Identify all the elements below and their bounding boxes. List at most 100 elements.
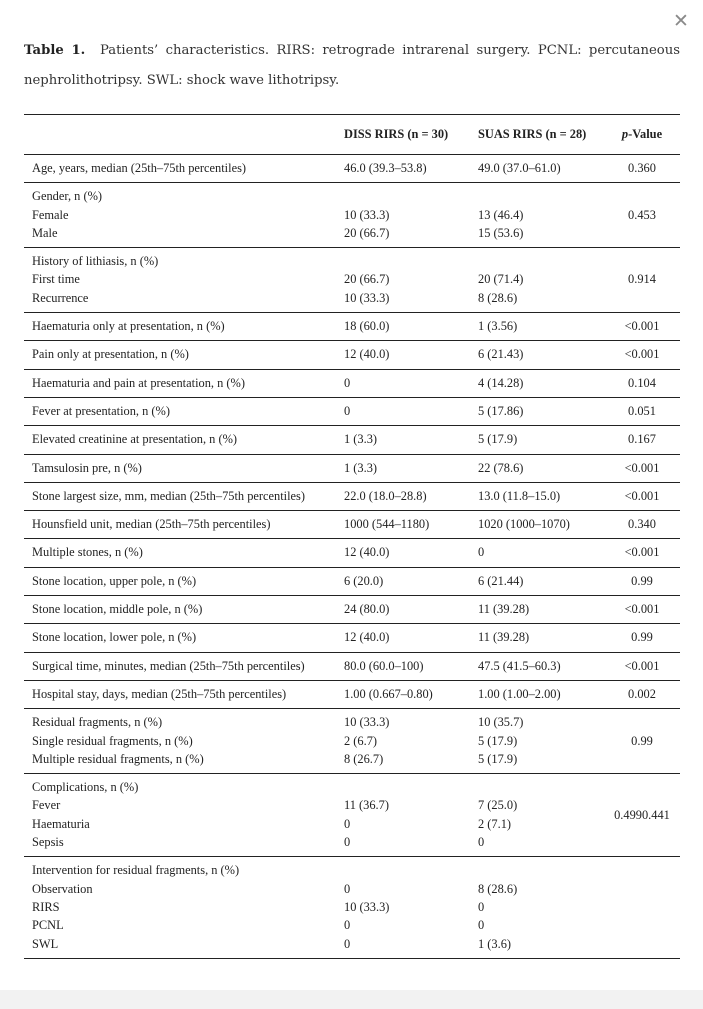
diss-rirs-cell-line: 0 bbox=[344, 375, 351, 390]
row-label: Stone location, upper pole, n (%) bbox=[24, 567, 336, 595]
row-label-line: Haematuria only at presentation, n (%) bbox=[32, 319, 225, 334]
p-value-cell: 0.99 bbox=[631, 630, 653, 645]
p-value-cell: <0.001 bbox=[624, 347, 660, 362]
row-label-line: Age, years, median (25th–75th percentile… bbox=[32, 161, 247, 175]
suas-rirs-cell: 5 (17.86) bbox=[470, 397, 604, 425]
row-label-line: Male bbox=[32, 225, 58, 240]
suas-rirs-cell: 1 (3.56) bbox=[470, 313, 604, 341]
diss-rirs-cell-line: 10 (33.3) bbox=[344, 207, 390, 222]
table-row: Intervention for residual fragments, n (… bbox=[24, 856, 680, 959]
row-label-line: Fever bbox=[32, 798, 61, 813]
row-label-line: Complications, n (%) bbox=[32, 780, 139, 795]
row-label: Stone largest size, mm, median (25th–75t… bbox=[24, 482, 336, 510]
table-row: Multiple stones, n (%) 12 (40.0) 0 <0.001 bbox=[24, 538, 680, 567]
suas-rirs-cell-line bbox=[478, 861, 604, 879]
row-label: Intervention for residual fragments, n (… bbox=[24, 857, 336, 958]
suas-rirs-cell-line: 22 (78.6) bbox=[478, 460, 524, 475]
diss-rirs-cell-line: 6 (20.0) bbox=[344, 573, 384, 588]
row-label: History of lithiasis, n (%) First time Rec… bbox=[24, 248, 336, 313]
close-icon[interactable]: ✕ bbox=[673, 10, 689, 32]
diss-rirs-cell: 1 (3.3) bbox=[336, 426, 470, 454]
diss-rirs-cell-line: 24 (80.0) bbox=[344, 602, 390, 617]
row-label-line: Multiple residual fragments, n (%) bbox=[32, 751, 204, 766]
table-body: Age, years, median (25th–75th percentile… bbox=[24, 154, 680, 959]
diss-rirs-cell-line: 12 (40.0) bbox=[344, 630, 390, 645]
suas-rirs-cell-line: 11 (39.28) bbox=[478, 630, 530, 645]
row-label: Stone location, middle pole, n (%) bbox=[24, 596, 336, 624]
suas-rirs-cell-line: 1020 (1000–1070) bbox=[478, 517, 570, 532]
suas-rirs-cell: 1020 (1000–1070) bbox=[470, 511, 604, 539]
header-p-value: p-Value bbox=[604, 115, 680, 155]
diss-rirs-cell-line: 20 (66.7) bbox=[344, 225, 390, 240]
row-label-line: Single residual fragments, n (%) bbox=[32, 733, 193, 748]
table-row: Fever at presentation, n (%) 0 5 (17.86) 0.… bbox=[24, 397, 680, 425]
patients-characteristics-table: DISS RIRS (n = 30) SUAS RIRS (n = 28) p-… bbox=[24, 114, 680, 959]
row-label: Complications, n (%) Fever Haematuria Sepsi… bbox=[24, 774, 336, 857]
p-value-cell: 0.453 bbox=[628, 207, 656, 222]
diss-rirs-cell: 12 (40.0) bbox=[336, 539, 470, 567]
diss-rirs-cell: 80.0 (60.0–100) bbox=[336, 652, 470, 680]
row-label: Gender, n (%) Female Male bbox=[24, 183, 336, 248]
row-label-line: Observation bbox=[32, 881, 93, 896]
suas-rirs-cell-line: 47.5 (41.5–60.3) bbox=[478, 658, 561, 673]
diss-rirs-cell: 10 (33.3) 20 (66.7) bbox=[336, 183, 470, 248]
diss-rirs-cell: 6 (20.0) bbox=[336, 567, 470, 595]
table-row: Hounsfield unit, median (25th–75th perce… bbox=[24, 510, 680, 539]
row-label: Surgical time, minutes, median (25th–75t… bbox=[24, 652, 336, 680]
suas-rirs-cell-line: 6 (21.43) bbox=[478, 347, 524, 362]
suas-rirs-cell-line: 13.0 (11.8–15.0) bbox=[478, 488, 561, 503]
suas-rirs-cell-line: 1.00 (1.00–2.00) bbox=[478, 686, 561, 701]
p-value-cell: <0.001 bbox=[624, 460, 660, 475]
suas-rirs-cell-line: 4 (14.28) bbox=[478, 375, 524, 390]
diss-rirs-cell-line: 0 bbox=[344, 936, 351, 951]
suas-rirs-cell: 4 (14.28) bbox=[470, 369, 604, 397]
table-row: History of lithiasis, n (%) First time Rec… bbox=[24, 247, 680, 313]
row-label-line: Residual fragments, n (%) bbox=[32, 715, 163, 730]
suas-rirs-cell-line: 0 bbox=[478, 918, 485, 933]
diss-rirs-cell-line: 46.0 (39.3–53.8) bbox=[344, 161, 427, 175]
diss-rirs-cell-line: 1 (3.3) bbox=[344, 432, 378, 447]
suas-rirs-cell-line: 13 (46.4) bbox=[478, 207, 524, 222]
suas-rirs-cell: 47.5 (41.5–60.3) bbox=[470, 652, 604, 680]
table-row: Stone location, middle pole, n (%) 24 (80… bbox=[24, 595, 680, 624]
row-label-line: PCNL bbox=[32, 918, 64, 933]
row-label: Multiple stones, n (%) bbox=[24, 539, 336, 567]
diss-rirs-cell-line: 80.0 (60.0–100) bbox=[344, 658, 424, 673]
p-value-cell: 0.340 bbox=[628, 517, 656, 532]
suas-rirs-cell: 11 (39.28) bbox=[470, 596, 604, 624]
row-label-line: Stone location, middle pole, n (%) bbox=[32, 602, 203, 617]
table-row: Complications, n (%) Fever Haematuria Sepsi… bbox=[24, 773, 680, 857]
diss-rirs-cell-line: 12 (40.0) bbox=[344, 347, 390, 362]
suas-rirs-cell-line: 7 (25.0) bbox=[478, 798, 518, 813]
row-label-line: Surgical time, minutes, median (25th–75t… bbox=[32, 658, 305, 673]
table-row: Stone location, upper pole, n (%) 6 (20.0… bbox=[24, 567, 680, 595]
diss-rirs-cell-line: 22.0 (18.0–28.8) bbox=[344, 488, 427, 503]
row-label-line: Elevated creatinine at presentation, n (… bbox=[32, 432, 238, 447]
row-label: Stone location, lower pole, n (%) bbox=[24, 624, 336, 652]
suas-rirs-cell-line bbox=[478, 778, 604, 796]
row-label-line: Sepsis bbox=[32, 835, 64, 850]
header-diss-rirs: DISS RIRS (n = 30) bbox=[344, 127, 449, 142]
p-value-cell: 0.99 bbox=[631, 733, 653, 748]
row-label-line: Gender, n (%) bbox=[32, 189, 103, 204]
row-label-line: Hospital stay, days, median (25th–75th p… bbox=[32, 686, 287, 701]
p-value-cell: <0.001 bbox=[624, 602, 660, 617]
diss-rirs-cell-line: 10 (33.3) bbox=[344, 290, 390, 305]
row-label: Elevated creatinine at presentation, n (… bbox=[24, 426, 336, 454]
row-label-line: Intervention for residual fragments, n (… bbox=[32, 863, 240, 878]
p-value-cell: 0.051 bbox=[628, 403, 656, 418]
suas-rirs-cell-line: 10 (35.7) bbox=[478, 715, 524, 730]
diss-rirs-cell-line: 0 bbox=[344, 835, 351, 850]
table-row: Surgical time, minutes, median (25th–75t… bbox=[24, 652, 680, 680]
row-label: Tamsulosin pre, n (%) bbox=[24, 454, 336, 482]
suas-rirs-cell-line: 1 (3.56) bbox=[478, 319, 518, 334]
row-label-line: History of lithiasis, n (%) bbox=[32, 254, 159, 269]
row-label: Age, years, median (25th–75th percentile… bbox=[24, 155, 336, 183]
table-row: Pain only at presentation, n (%) 12 (40.0… bbox=[24, 340, 680, 369]
diss-rirs-cell: 22.0 (18.0–28.8) bbox=[336, 482, 470, 510]
p-value-cell: 0.99 bbox=[631, 573, 653, 588]
suas-rirs-cell: 1.00 (1.00–2.00) bbox=[470, 680, 604, 708]
diss-rirs-cell: 0 bbox=[336, 369, 470, 397]
p-value-cell: <0.001 bbox=[624, 319, 660, 334]
